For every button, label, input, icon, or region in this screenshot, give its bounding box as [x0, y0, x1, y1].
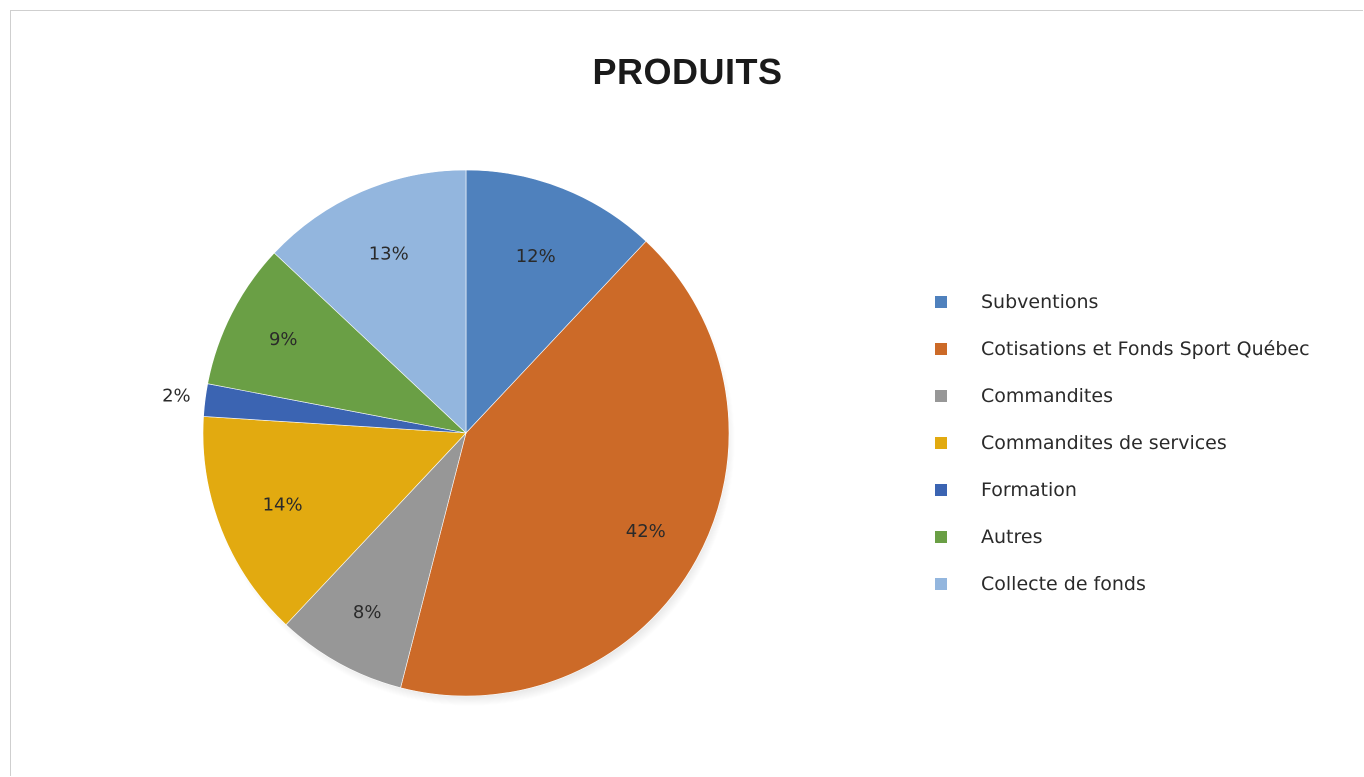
chart-title: PRODUITS [592, 51, 783, 92]
legend-label: Collecte de fonds [981, 572, 1146, 595]
legend-item: Formation [925, 466, 1355, 513]
slice-data-label: 13% [369, 243, 409, 264]
legend-swatch [935, 577, 947, 590]
legend-item: Autres [925, 513, 1355, 560]
legend-swatch [935, 530, 947, 543]
legend: Subventions Cotisations et Fonds Sport Qu… [925, 278, 1355, 607]
legend-swatch [935, 483, 947, 496]
legend-swatch [935, 389, 947, 402]
pie-slice-cotisations-et-fonds-sport-qu-bec [400, 240, 730, 697]
legend-label: Commandites de services [981, 431, 1227, 454]
legend-swatch [935, 436, 947, 449]
slice-data-label: 8% [353, 602, 382, 623]
legend-item: Commandites de services [925, 419, 1355, 466]
slice-data-label: 9% [269, 329, 298, 350]
pie-slice-collecte-de-fonds [273, 169, 467, 434]
legend-swatch [935, 295, 947, 308]
legend-label: Cotisations et Fonds Sport Québec [981, 337, 1310, 360]
legend-item: Collecte de fonds [925, 560, 1355, 607]
legend-item: Subventions [925, 278, 1355, 325]
legend-item: Commandites [925, 372, 1355, 419]
legend-label: Commandites [981, 384, 1113, 407]
legend-label: Formation [981, 478, 1077, 501]
pie-slice-autres [207, 252, 467, 434]
pie-slice-commandites-de-services [202, 416, 467, 626]
legend-swatch [935, 342, 947, 355]
legend-label: Autres [981, 525, 1043, 548]
slice-data-label: 12% [516, 246, 556, 267]
slice-data-label: 14% [263, 495, 303, 516]
pie-slice-commandites [285, 432, 467, 689]
slice-data-label: 42% [626, 521, 666, 542]
pie-slice-subventions [465, 169, 647, 434]
legend-item: Cotisations et Fonds Sport Québec [925, 325, 1355, 372]
legend-label: Subventions [981, 290, 1099, 313]
slice-data-label: 2% [162, 385, 191, 406]
